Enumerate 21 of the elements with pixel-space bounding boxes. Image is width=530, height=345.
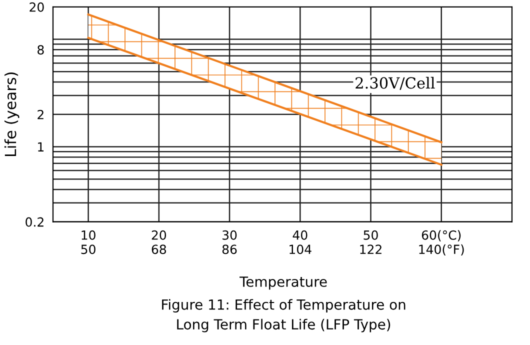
y-tick-label: 20 [30, 2, 44, 12]
x2-tick-label: 68 [152, 244, 166, 254]
annotation: 2.30V/Cell [356, 76, 435, 90]
text: Figure 11: Effect of Temperature on Long Term Float Life (LFP Type) [162, 299, 406, 332]
x2-tick-label: 50 [81, 244, 96, 254]
x2-tick-label: 86 [222, 244, 237, 254]
y-tick-label: 1 [38, 142, 44, 152]
x2-tick-label: 140(°F) [419, 244, 464, 256]
x2-tick-label: 122 [360, 244, 382, 254]
y-tick-label: 0.2 [26, 217, 44, 227]
x-tick-label: 40 [292, 230, 308, 240]
x-tick-label: 60(°C) [422, 230, 461, 242]
y-tick-label: 8 [38, 45, 44, 55]
x-tick-label: 20 [152, 230, 166, 240]
y-axis-title: Life (years) [4, 72, 20, 156]
x-axis-title: Temperature [240, 276, 327, 290]
y-tick-label: 2 [38, 110, 44, 120]
x-tick-label: 50 [364, 230, 378, 240]
x-tick-label: 10 [82, 230, 96, 240]
x-tick-label: 30 [222, 230, 237, 240]
x2-tick-label: 104 [290, 244, 312, 254]
